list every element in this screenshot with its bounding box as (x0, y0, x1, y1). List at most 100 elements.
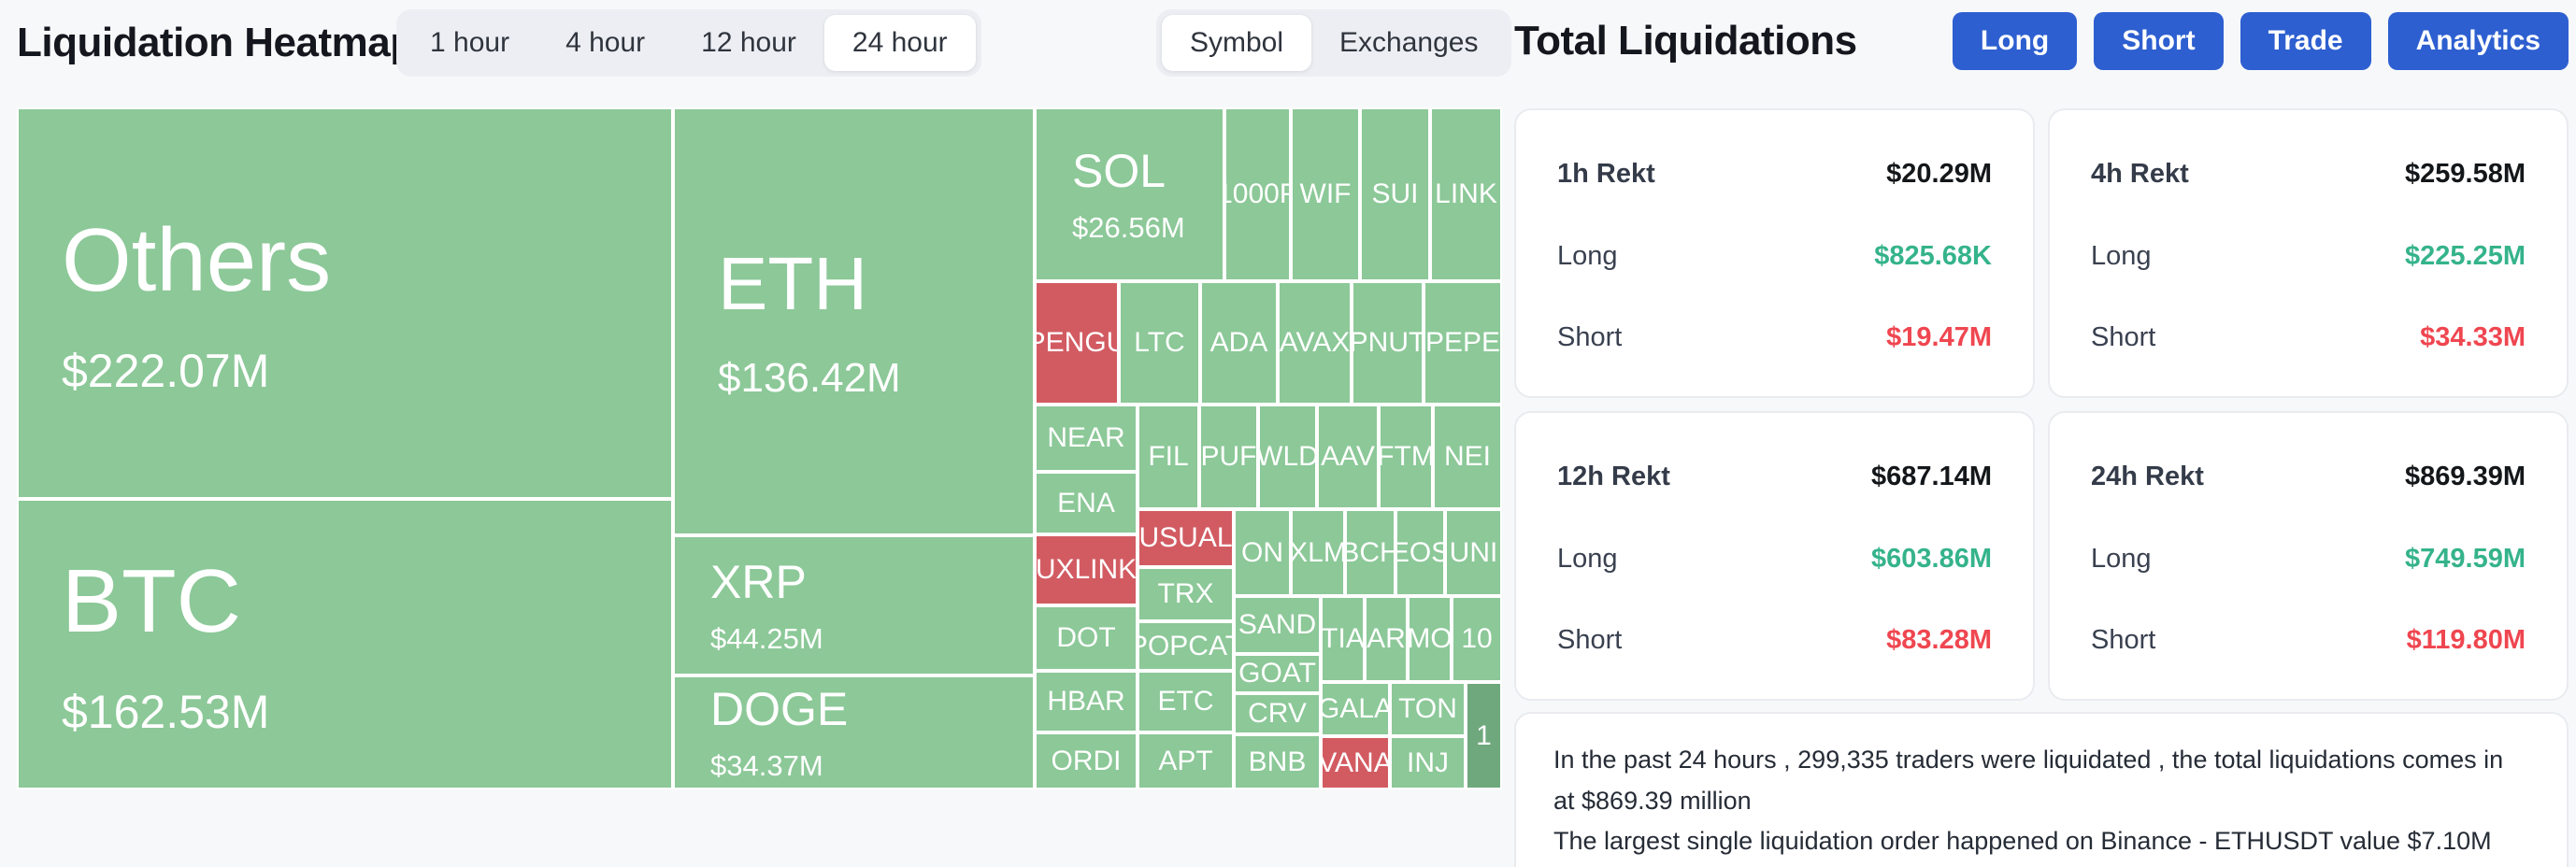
treemap-cell-uxlink[interactable]: UXLINK (1035, 534, 1138, 605)
tab-12-hour[interactable]: 12 hour (701, 27, 796, 58)
treemap-cell-fil[interactable]: FIL (1138, 405, 1199, 509)
cell-label: WIF (1299, 178, 1352, 209)
cell-label: XRP (710, 556, 807, 608)
action-buttons: Long Short Trade Analytics (1952, 12, 2569, 70)
long-value: $825.68K (1874, 240, 1992, 271)
treemap-cell-ltc[interactable]: LTC (1119, 281, 1200, 405)
treemap-cell-xlm[interactable]: XLM (1291, 509, 1345, 596)
cell-value: $34.37M (710, 749, 823, 782)
short-label: Short (2091, 625, 2156, 655)
treemap-cell-xrp[interactable]: XRP $44.25M (673, 535, 1035, 675)
treemap-cell-apt[interactable]: APT (1138, 732, 1234, 789)
treemap-cell-trx[interactable]: TRX (1138, 567, 1234, 621)
cell-label: MO (1408, 623, 1452, 654)
treemap-cell-dot[interactable]: DOT (1035, 605, 1138, 671)
treemap-cell-sand[interactable]: SAND (1234, 596, 1321, 654)
cell-label: SUI (1371, 178, 1419, 209)
treemap-cell-etc[interactable]: ETC (1138, 671, 1234, 732)
trade-button[interactable]: Trade (2240, 12, 2371, 70)
treemap-cell-eth[interactable]: ETH $136.42M (673, 107, 1035, 535)
treemap-cell-ada[interactable]: ADA (1200, 281, 1278, 405)
treemap-cell-1000p[interactable]: 1000P (1224, 107, 1291, 281)
cell-label: DOT (1056, 622, 1116, 653)
cell-label: EOS (1397, 536, 1443, 568)
treemap-cell-ena[interactable]: ENA (1035, 472, 1138, 534)
treemap-cell-ton[interactable]: TON (1390, 682, 1466, 736)
treemap-cell-usual[interactable]: USUAL (1138, 509, 1234, 567)
short-label: Short (1557, 322, 1623, 352)
cell-label: LINK (1435, 178, 1497, 209)
tab-4-hour[interactable]: 4 hour (565, 27, 646, 58)
cell-label: ETC (1157, 686, 1214, 717)
treemap-cell-1[interactable]: 1 (1466, 682, 1502, 789)
cell-label: ETH (718, 242, 867, 325)
long-label: Long (2091, 543, 2152, 574)
treemap-cell-10[interactable]: 10 (1452, 596, 1502, 682)
cell-label: PNUT (1352, 327, 1424, 358)
treemap-cell-avax[interactable]: AVAX (1278, 281, 1352, 405)
long-button[interactable]: Long (1952, 12, 2078, 70)
treemap-cell-mo[interactable]: MO (1408, 596, 1452, 682)
treemap-cell-sol[interactable]: SOL $26.56M (1035, 107, 1224, 281)
treemap-cell-vana[interactable]: VANA (1321, 736, 1390, 789)
analytics-button[interactable]: Analytics (2387, 12, 2569, 70)
treemap-cell-bch[interactable]: BCH (1345, 509, 1395, 596)
cell-label: PEPE (1424, 327, 1501, 358)
treemap-cell-wld[interactable]: WLD (1258, 405, 1317, 509)
cell-label: CRV (1248, 698, 1307, 729)
treemap-cell-eos[interactable]: EOS (1395, 509, 1445, 596)
short-value: $19.47M (1886, 322, 1992, 352)
total-value: $20.29M (1886, 159, 1992, 189)
treemap-cell-pepe[interactable]: PEPE (1424, 281, 1502, 405)
cell-label: SAND (1238, 609, 1317, 640)
treemap-cell-popcat[interactable]: POPCAT (1138, 621, 1234, 671)
treemap-cell-inj[interactable]: INJ (1390, 736, 1466, 789)
cell-label: TIA (1321, 623, 1365, 654)
treemap-cell-doge[interactable]: DOGE $34.37M (673, 675, 1035, 789)
treemap-cell-on[interactable]: ON (1234, 509, 1291, 596)
cell-label: UNI (1449, 536, 1498, 568)
cell-label: PUF (1200, 441, 1257, 472)
treemap-cell-gala[interactable]: GALA (1321, 682, 1390, 736)
period-label: 12h Rekt (1557, 462, 1670, 491)
treemap-cell-nei[interactable]: NEI (1433, 405, 1502, 509)
treemap-cell-pnut[interactable]: PNUT (1352, 281, 1424, 405)
rekt-card-12h: 12h Rekt $687.14M Long $603.86M Short $83.2… (1514, 411, 2035, 701)
treemap-cell-hbar[interactable]: HBAR (1035, 671, 1138, 732)
treemap-cell-pengu[interactable]: PENGU (1035, 281, 1119, 405)
long-value: $603.86M (1871, 543, 1992, 574)
treemap-cell-uni[interactable]: UNI (1445, 509, 1502, 596)
summary-line-1: In the past 24 hours , 299,335 traders w… (1553, 746, 2504, 815)
short-button[interactable]: Short (2094, 12, 2224, 70)
treemap-cell-link[interactable]: LINK (1430, 107, 1502, 281)
treemap-cell-goat[interactable]: GOAT (1234, 654, 1321, 693)
cell-label: XLM (1291, 536, 1345, 568)
cell-label: DOGE (710, 683, 849, 735)
treemap-cell-bnb[interactable]: BNB (1234, 734, 1321, 789)
treemap-cell-crv[interactable]: CRV (1234, 693, 1321, 734)
treemap-cell-puf[interactable]: PUF (1199, 405, 1258, 509)
treemap-cell-ar[interactable]: AR (1365, 596, 1408, 682)
treemap-cell-ordi[interactable]: ORDI (1035, 732, 1138, 789)
treemap-cell-tia[interactable]: TIA (1321, 596, 1365, 682)
treemap-cell-aav[interactable]: AAV (1317, 405, 1379, 509)
cell-label: BTC (62, 550, 241, 651)
treemap-cell-others[interactable]: Others $222.07M (17, 107, 673, 499)
treemap-cell-near[interactable]: NEAR (1035, 405, 1138, 472)
rekt-card-1h: 1h Rekt $20.29M Long $825.68K Short $19.47M (1514, 108, 2035, 398)
long-value: $225.25M (2405, 240, 2526, 271)
cell-label: GALA (1321, 693, 1390, 724)
tab-24-hour[interactable]: 24 hour (823, 15, 976, 71)
treemap-cell-ftm[interactable]: FTM (1379, 405, 1433, 509)
tab-symbol[interactable]: Symbol (1162, 15, 1312, 71)
cell-label: INJ (1407, 746, 1449, 778)
treemap-cell-btc[interactable]: BTC $162.53M (17, 499, 673, 789)
treemap-cell-sui[interactable]: SUI (1360, 107, 1430, 281)
cell-label: APT (1158, 745, 1213, 776)
cell-label: VANA (1321, 746, 1390, 778)
total-value: $259.58M (2405, 159, 2526, 189)
treemap-cell-wif[interactable]: WIF (1291, 107, 1360, 281)
tab-exchanges[interactable]: Exchanges (1339, 27, 1479, 58)
tab-1-hour[interactable]: 1 hour (430, 27, 510, 58)
grouping-tab-group: Symbol Exchanges (1156, 9, 1512, 77)
